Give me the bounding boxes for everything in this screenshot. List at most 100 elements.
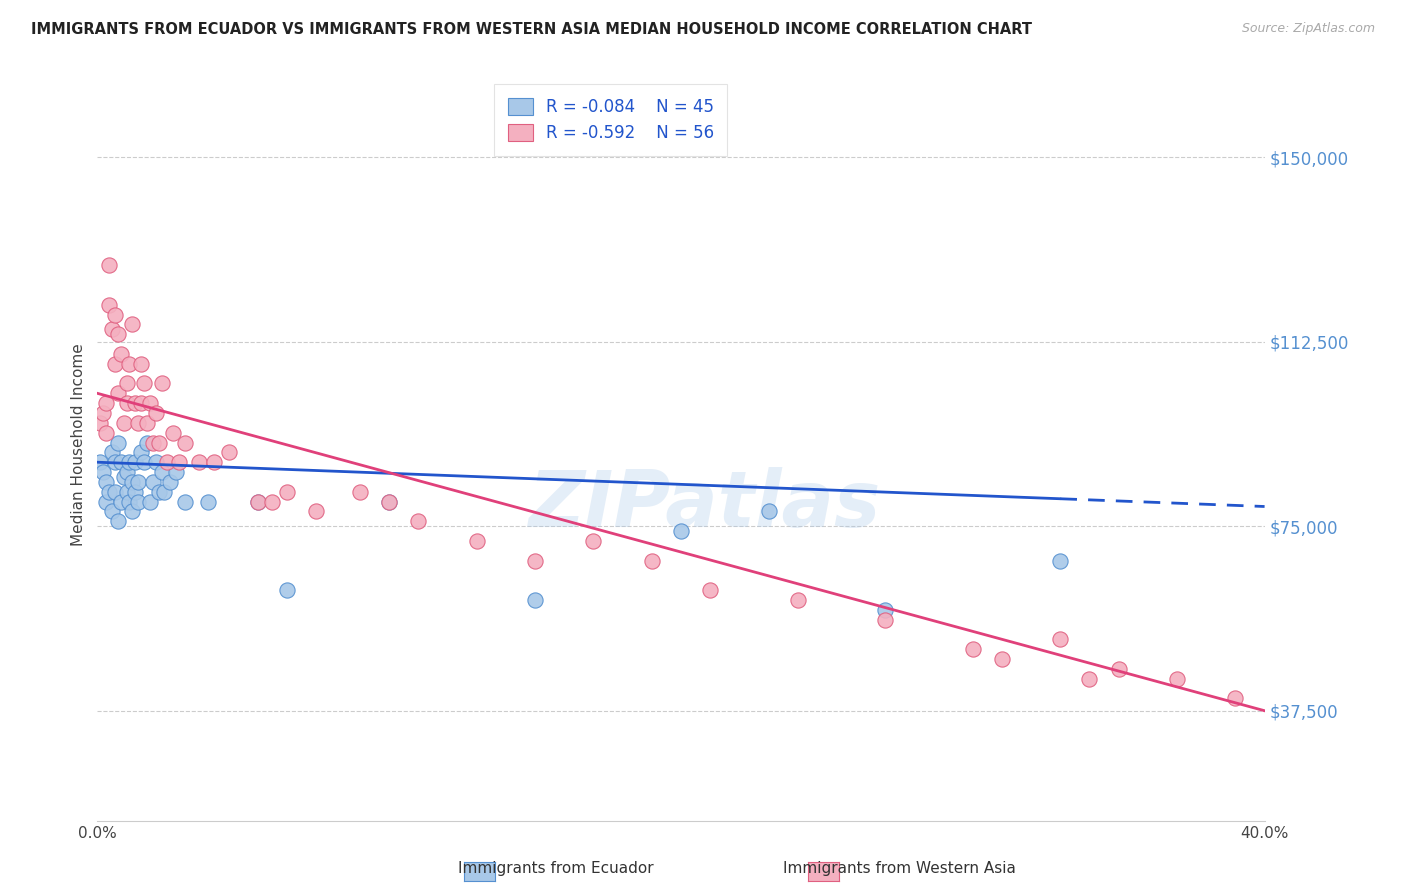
Point [145, 406, 167, 420]
Point [276, 484, 298, 499]
Point [641, 554, 664, 568]
Point [121, 318, 143, 332]
Point [1166, 672, 1188, 686]
Point [669, 524, 692, 538]
Point [101, 322, 124, 336]
Point [174, 435, 197, 450]
Point [91, 406, 114, 420]
Point [1078, 672, 1101, 686]
Point [262, 494, 284, 508]
Point [129, 396, 152, 410]
Point [121, 504, 143, 518]
Point [991, 652, 1014, 666]
Point [112, 416, 135, 430]
Point [153, 484, 176, 499]
Point [378, 494, 401, 508]
Point [1108, 662, 1130, 676]
Point [165, 465, 187, 479]
Point [127, 475, 149, 489]
Point [115, 376, 138, 391]
Point [101, 504, 124, 518]
Point [139, 494, 162, 508]
Point [94, 425, 117, 440]
Y-axis label: Median Household Income: Median Household Income [72, 343, 86, 547]
Point [305, 504, 328, 518]
Point [136, 416, 159, 430]
Text: ZIPatlas: ZIPatlas [529, 467, 880, 543]
Point [91, 465, 114, 479]
Point [408, 514, 430, 528]
Point [98, 484, 121, 499]
Point [218, 445, 240, 459]
Point [110, 455, 132, 469]
Point [150, 376, 173, 391]
Point [98, 258, 121, 272]
Point [115, 484, 138, 499]
Point [582, 533, 605, 548]
Point [524, 554, 547, 568]
Point [101, 445, 124, 459]
Point [94, 475, 117, 489]
Point [127, 416, 149, 430]
Point [104, 484, 127, 499]
Point [174, 494, 197, 508]
Point [188, 455, 211, 469]
Point [124, 484, 146, 499]
Point [875, 613, 897, 627]
Point [156, 455, 179, 469]
Point [524, 593, 547, 607]
Point [94, 396, 117, 410]
Point [121, 475, 143, 489]
Point [962, 642, 984, 657]
Point [167, 455, 190, 469]
Point [98, 298, 121, 312]
Point [127, 494, 149, 508]
Point [142, 435, 165, 450]
Point [107, 327, 129, 342]
Point [786, 593, 808, 607]
Text: Immigrants from Ecuador: Immigrants from Ecuador [457, 861, 654, 876]
Point [197, 494, 219, 508]
Point [1049, 632, 1071, 647]
Point [129, 445, 152, 459]
Point [148, 484, 170, 499]
Point [145, 455, 167, 469]
Point [124, 455, 146, 469]
Point [875, 603, 897, 617]
Point [124, 396, 146, 410]
Point [89, 416, 111, 430]
Point [118, 455, 141, 469]
Point [104, 308, 127, 322]
Point [89, 455, 111, 469]
Point [104, 455, 127, 469]
Point [115, 396, 138, 410]
Point [118, 357, 141, 371]
Point [202, 455, 225, 469]
Point [107, 386, 129, 401]
Point [132, 376, 155, 391]
Point [1225, 691, 1247, 706]
Point [378, 494, 401, 508]
Point [246, 494, 269, 508]
Point [148, 435, 170, 450]
Text: IMMIGRANTS FROM ECUADOR VS IMMIGRANTS FROM WESTERN ASIA MEDIAN HOUSEHOLD INCOME : IMMIGRANTS FROM ECUADOR VS IMMIGRANTS FR… [31, 22, 1032, 37]
Point [115, 465, 138, 479]
Point [162, 425, 184, 440]
Point [142, 475, 165, 489]
Point [159, 475, 181, 489]
Point [465, 533, 488, 548]
Text: Immigrants from Western Asia: Immigrants from Western Asia [783, 861, 1017, 876]
Point [94, 494, 117, 508]
Point [1049, 554, 1071, 568]
Point [150, 465, 173, 479]
Point [349, 484, 371, 499]
Point [107, 514, 129, 528]
Point [112, 470, 135, 484]
Point [758, 504, 780, 518]
Point [129, 357, 152, 371]
Point [110, 347, 132, 361]
Point [139, 396, 162, 410]
Legend: R = -0.084    N = 45, R = -0.592    N = 56: R = -0.084 N = 45, R = -0.592 N = 56 [495, 85, 727, 156]
Point [276, 583, 298, 598]
Point [107, 435, 129, 450]
